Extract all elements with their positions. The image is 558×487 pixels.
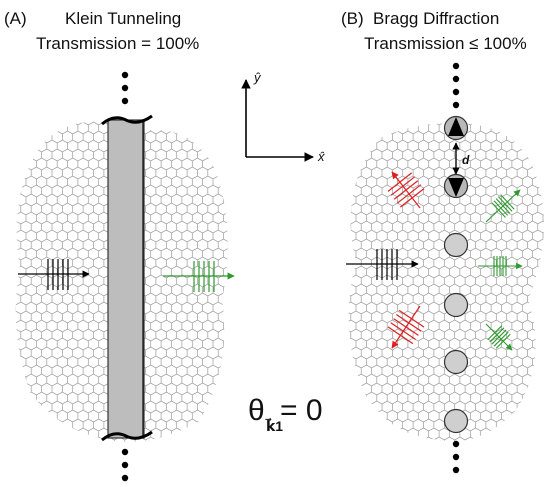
- y-axis-label: ŷ: [253, 70, 262, 85]
- continuation-dot: [121, 71, 129, 79]
- continuation-dot: [121, 84, 129, 92]
- reflected-wave-upper: [387, 171, 425, 209]
- panel-b-header: (B) Bragg Diffraction Transmission ≤ 100…: [341, 9, 527, 53]
- barrier-break-top: [101, 114, 153, 126]
- spin-up-icon: [448, 117, 464, 136]
- spacing-indicator: d: [452, 142, 470, 175]
- continuation-dot: [452, 88, 460, 96]
- equation-theta: θ: [248, 394, 265, 427]
- transmitted-wave-middle: [478, 256, 523, 276]
- incident-wave-b: [346, 249, 419, 280]
- transmitted-wave-lower: [485, 323, 513, 351]
- continuation-dot: [121, 474, 129, 482]
- panel-b-title: Bragg Diffraction: [373, 9, 499, 28]
- panel-a-header: (A) Klein Tunneling Transmission = 100%: [4, 9, 199, 53]
- scatterer: [443, 349, 469, 375]
- continuation-dots-b: [452, 62, 460, 474]
- reflected-wave-lower: [387, 305, 425, 349]
- incident-wave-a: [18, 259, 90, 290]
- scatterer: [443, 292, 469, 318]
- continuation-dot: [452, 75, 460, 83]
- angle-equation: θ k⃗1 = 0: [248, 394, 323, 434]
- panel-b-transmission: Transmission ≤ 100%: [364, 34, 527, 53]
- panel-a-tag: (A): [4, 9, 27, 28]
- transmitted-wave-a: [163, 261, 235, 292]
- panel-a-transmission: Transmission = 100%: [36, 34, 199, 53]
- potential-barrier: [101, 114, 153, 442]
- continuation-dots-a: [121, 71, 129, 482]
- graphene-lattice-b: [348, 123, 544, 442]
- panel-b-tag: (B): [341, 9, 364, 28]
- continuation-dot: [452, 62, 460, 70]
- scatterer: [443, 408, 469, 434]
- continuation-dot: [121, 461, 129, 469]
- transmitted-wave-upper: [485, 189, 521, 223]
- continuation-dot: [121, 97, 129, 105]
- equation-subscript: k⃗1: [265, 417, 283, 434]
- lattice-cells: [348, 123, 544, 442]
- continuation-dot: [121, 448, 129, 456]
- equation-rhs: = 0: [280, 394, 323, 427]
- continuation-dot: [452, 440, 460, 448]
- x-axis-label: x̂: [317, 149, 325, 164]
- continuation-dot: [452, 453, 460, 461]
- coordinate-axes: ŷ x̂: [241, 70, 325, 164]
- continuation-dot: [452, 466, 460, 474]
- barrier-break-bottom: [101, 430, 153, 442]
- spin-down-icon: [448, 178, 464, 197]
- spacing-label: d: [462, 153, 470, 167]
- continuation-dot: [452, 101, 460, 109]
- scatterer: [443, 232, 469, 258]
- panel-a-title: Klein Tunneling: [65, 9, 181, 28]
